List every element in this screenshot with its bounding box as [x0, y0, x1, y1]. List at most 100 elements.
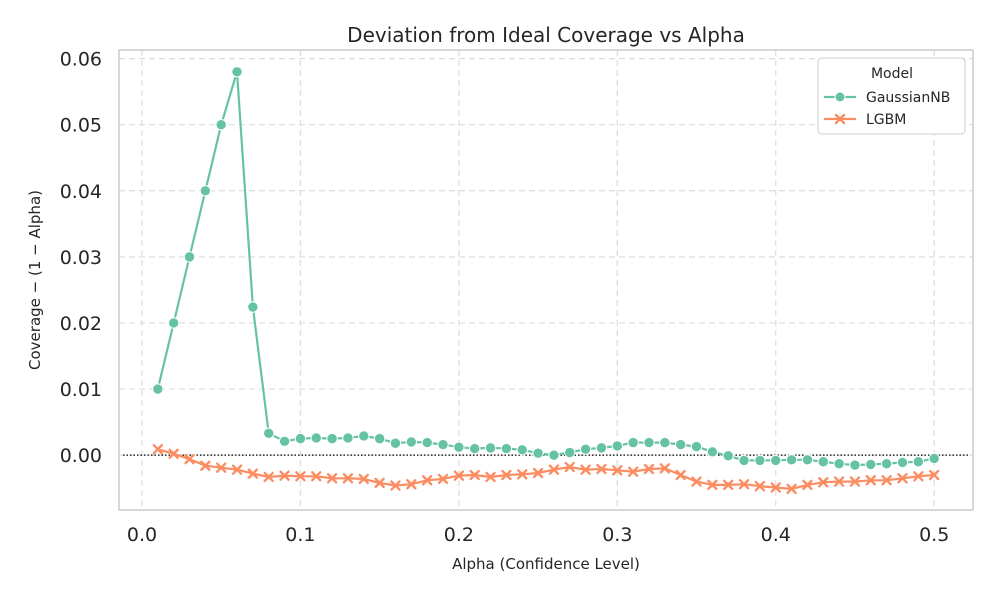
data-point-lgbm [738, 479, 750, 490]
y-tick-label: 0.06 [60, 49, 102, 71]
data-point-gaussiannb [627, 436, 639, 449]
y-axis-label: Coverage − (1 − Alpha) [26, 190, 44, 370]
data-point-gaussiannb [167, 317, 180, 329]
data-point-lgbm [453, 470, 465, 481]
data-point-lgbm [279, 470, 290, 481]
data-point-lgbm [501, 469, 512, 481]
data-point-gaussiannb [674, 438, 687, 451]
x-tick-label: 0.2 [444, 524, 474, 546]
data-point-gaussiannb [183, 251, 196, 263]
data-point-lgbm [215, 462, 227, 473]
data-point-gaussiannb [833, 458, 845, 470]
data-point-gaussiannb [690, 440, 703, 453]
series-line-lgbm [157, 448, 935, 490]
y-tick-label: 0.02 [60, 313, 102, 335]
data-point-gaussiannb [373, 432, 386, 445]
data-point-gaussiannb [405, 436, 418, 448]
data-point-lgbm [263, 471, 274, 483]
data-point-gaussiannb [231, 66, 243, 78]
data-point-gaussiannb [896, 456, 909, 469]
legend: Model GaussianNB LGBM [817, 57, 966, 135]
legend-marker-gaussiannb [834, 91, 846, 103]
data-point-gaussiannb [643, 436, 655, 449]
data-point-lgbm [723, 479, 734, 491]
series-group [152, 66, 940, 495]
y-tick-label: 0.01 [60, 379, 102, 401]
data-point-gaussiannb [912, 456, 925, 468]
x-tick-labels: 0.0 0.1 0.2 0.3 0.4 0.5 [127, 524, 949, 546]
data-point-gaussiannb [754, 454, 766, 467]
y-tick-label: 0.04 [60, 181, 102, 203]
data-point-gaussiannb [389, 437, 402, 449]
data-point-lgbm [833, 476, 845, 487]
data-point-lgbm [596, 463, 607, 475]
data-point-lgbm [421, 475, 433, 486]
data-point-lgbm [532, 467, 544, 479]
data-point-lgbm [184, 453, 195, 465]
y-tick-label: 0.03 [60, 247, 102, 269]
data-point-lgbm [691, 476, 702, 487]
data-point-lgbm [881, 475, 892, 486]
data-point-lgbm [485, 471, 496, 483]
x-tick-label: 0.1 [285, 524, 315, 546]
data-point-lgbm [437, 473, 449, 485]
data-point-gaussiannb [801, 454, 814, 466]
data-point-lgbm [865, 475, 877, 486]
data-point-lgbm [374, 477, 385, 489]
chart-title: Deviation from Ideal Coverage vs Alpha [347, 23, 745, 47]
data-point-gaussiannb [817, 456, 829, 468]
data-point-lgbm [770, 482, 781, 493]
data-point-gaussiannb [247, 301, 259, 313]
data-point-lgbm [849, 476, 861, 487]
data-point-gaussiannb [437, 438, 449, 451]
data-point-gaussiannb [564, 446, 576, 459]
legend-marker-lgbm [834, 113, 846, 125]
data-point-lgbm [231, 464, 243, 475]
x-axis-label: Alpha (Confidence Level) [452, 555, 640, 573]
data-point-gaussiannb [532, 447, 544, 459]
data-point-lgbm [200, 460, 211, 471]
data-point-lgbm [342, 473, 354, 484]
data-point-gaussiannb [659, 436, 671, 449]
data-point-gaussiannb [595, 442, 608, 454]
data-point-lgbm [928, 469, 940, 481]
data-point-gaussiannb [263, 427, 275, 440]
data-point-lgbm [627, 466, 639, 477]
data-point-lgbm [295, 471, 306, 482]
data-point-gaussiannb [453, 441, 465, 453]
data-point-lgbm [517, 469, 528, 480]
data-point-lgbm [311, 471, 322, 482]
data-point-lgbm [818, 477, 829, 488]
x-tick-label: 0.3 [602, 524, 632, 546]
data-point-gaussiannb [310, 432, 322, 444]
data-point-lgbm [707, 479, 718, 491]
data-point-gaussiannb [785, 454, 798, 466]
data-point-gaussiannb [516, 444, 528, 456]
data-point-lgbm [612, 465, 623, 476]
data-point-lgbm [659, 463, 671, 474]
data-point-lgbm [786, 483, 797, 495]
legend-label-gaussiannb: GaussianNB [866, 90, 950, 106]
x-tick-label: 0.0 [127, 524, 157, 546]
data-point-lgbm [643, 463, 655, 475]
data-point-lgbm [913, 471, 924, 482]
data-point-lgbm [802, 479, 813, 491]
data-point-gaussiannb [326, 432, 338, 445]
x-tick-label: 0.4 [761, 524, 791, 546]
data-point-gaussiannb [706, 446, 719, 458]
data-point-gaussiannb [738, 454, 750, 467]
y-tick-label: 0.05 [60, 115, 102, 137]
data-point-lgbm [390, 480, 401, 491]
data-point-lgbm [168, 448, 179, 460]
data-point-gaussiannb [152, 383, 164, 395]
data-point-gaussiannb [358, 430, 370, 442]
x-tick-label: 0.5 [919, 524, 949, 546]
data-point-lgbm [564, 461, 575, 473]
data-point-lgbm [754, 481, 766, 492]
data-point-lgbm [675, 469, 686, 481]
data-point-lgbm [152, 443, 164, 455]
data-point-gaussiannb [928, 452, 940, 465]
data-point-gaussiannb [342, 432, 354, 444]
data-point-gaussiannb [484, 442, 497, 454]
